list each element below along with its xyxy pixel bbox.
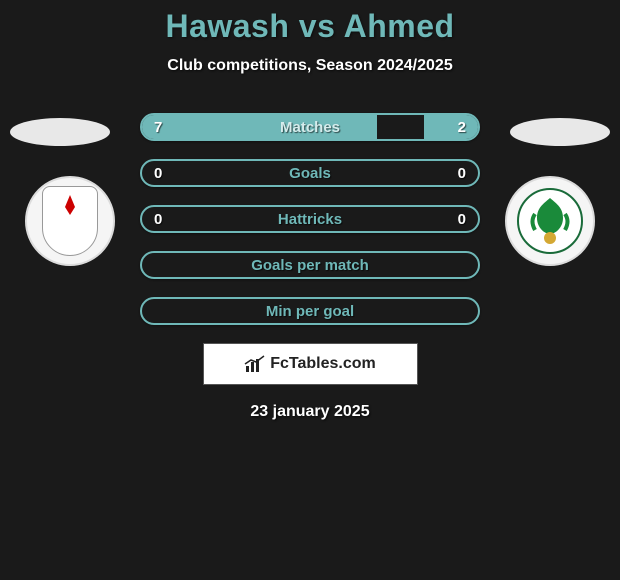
club-crest-left [25,176,115,266]
brand-text: FcTables.com [270,355,376,373]
date-label: 23 january 2025 [0,403,620,421]
stat-right-value: 2 [458,119,466,136]
page-title: Hawash vs Ahmed [0,8,620,45]
crest-right-icon [515,186,585,256]
stat-label: Matches [142,119,478,136]
stat-label: Hattricks [142,211,478,228]
brand-logo[interactable]: FcTables.com [203,343,418,385]
stat-row-hattricks: 0 Hattricks 0 [140,205,480,233]
subtitle: Club competitions, Season 2024/2025 [0,57,620,75]
stat-label: Goals [142,165,478,182]
stats-list: 7 Matches 2 0 Goals 0 0 Hattricks 0 Goal… [140,113,480,325]
crest-left-icon [42,186,98,256]
stat-row-goals-per-match: Goals per match [140,251,480,279]
stat-label: Goals per match [142,257,478,274]
player-head-right [510,118,610,146]
stat-row-goals: 0 Goals 0 [140,159,480,187]
club-crest-right [505,176,595,266]
comparison-card: Hawash vs Ahmed Club competitions, Seaso… [0,0,620,421]
chart-icon [244,355,266,373]
stat-label: Min per goal [142,303,478,320]
stat-right-value: 0 [458,165,466,182]
stat-right-value: 0 [458,211,466,228]
player-head-left [10,118,110,146]
stat-row-matches: 7 Matches 2 [140,113,480,141]
stat-row-min-per-goal: Min per goal [140,297,480,325]
